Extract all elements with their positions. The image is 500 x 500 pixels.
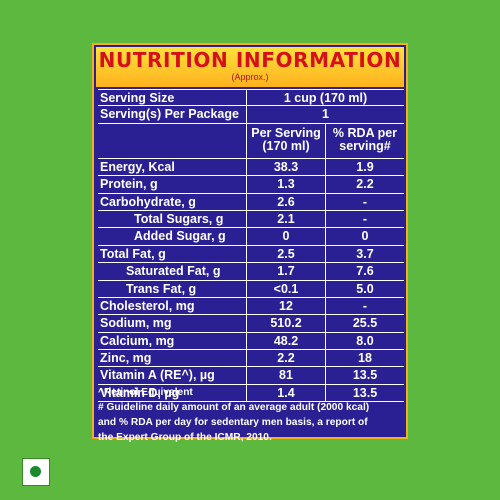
servings-per-package-row: Serving(s) Per Package 1 [98,106,404,124]
per-serving-value: 2.6 [246,193,326,210]
nutrient-name: Protein, g [100,177,158,192]
vegetarian-dot [30,466,41,477]
rda-value: 18 [358,351,372,366]
rda-value: 25.5 [352,316,378,331]
serving-size-label: Serving Size [100,91,175,105]
per-serving-header-line1: Per Serving [251,125,321,140]
table-row: Cholesterol, mg 12 - [98,297,404,316]
serving-size-row: Serving Size 1 cup (170 ml) [98,89,404,107]
per-serving-value: 0 [246,228,326,245]
table-row: Vitamin A (RE^), µg 81 13.5 [98,367,404,385]
rda-value: 2.2 [356,177,374,192]
table-row: Added Sugar, g 0 0 [98,228,404,246]
rda-value: 0 [361,229,369,244]
rda-column-header: % RDA per serving# [326,124,404,158]
nutrient-name: Trans Fat, g [126,281,197,296]
rda-value: 8.0 [356,333,374,348]
table-row: Energy, Kcal 38.3 1.9 [98,158,404,177]
servings-per-package-value: 1 [246,106,404,123]
per-serving-column-header: Per Serving (170 ml) [246,123,326,158]
table-row: Saturated Fat, g 1.7 7.6 [98,263,404,281]
nutrient-name: Vitamin A (RE^), µg [100,368,215,383]
serving-size-value: 1 cup (170 ml) [246,90,404,106]
per-serving-value: <0.1 [246,280,326,297]
rda-value: 13.5 [352,385,378,400]
per-serving-value: 81 [246,367,326,384]
nutrient-name: Total Sugars, g [134,211,224,226]
nutrition-panel: NUTRITION INFORMATION (Approx.) Serving … [92,43,408,443]
table-row: Total Sugars, g 2.1 - [98,210,404,229]
nutrition-title: NUTRITION INFORMATION [98,48,402,72]
rda-value: - [362,194,368,209]
table-row: Protein, g 1.3 2.2 [98,176,404,194]
servings-per-package-label: Serving(s) Per Package [100,107,239,122]
per-serving-value: 1.3 [246,176,326,193]
rda-value: 3.7 [356,246,374,261]
guideline-footnote-line2: and % RDA per day for sedentary men basi… [98,417,368,428]
table-row: Carbohydrate, g 2.6 - [98,193,404,211]
rda-value: 1.9 [356,159,374,174]
table-row: Trans Fat, g <0.1 5.0 [98,280,404,298]
nutrient-name: Energy, Kcal [100,159,175,174]
nutrient-name: Calcium, mg [100,333,175,348]
per-serving-value: 1.4 [246,384,326,402]
table-row: Calcium, mg 48.2 8.0 [98,332,404,351]
table-row: Zinc, mg 2.2 18 [98,350,404,368]
table-row: Sodium, mg 510.2 25.5 [98,315,404,333]
guideline-footnote-line3: the Expert Group of the ICMR, 2010. [98,432,272,443]
per-serving-value: 48.2 [246,332,326,350]
rda-value: 5.0 [356,281,374,296]
per-serving-value: 38.3 [246,158,326,176]
column-header-row: Per Serving (170 ml) % RDA per serving# [98,123,404,159]
retinol-footnote: ^Retinol Equivalent [98,387,193,398]
table-row: Vitamin D, µg 1.4 13.5 [98,384,404,403]
nutrient-name: Sodium, mg [100,316,172,331]
nutrition-header: NUTRITION INFORMATION (Approx.) [96,47,404,87]
per-serving-value: 2.2 [246,350,326,367]
per-serving-value: 2.1 [246,210,326,228]
guideline-footnote-line1: # Guideline daily amount of an average a… [98,402,370,413]
per-serving-value: 510.2 [246,315,326,332]
per-serving-value: 1.7 [246,263,326,280]
nutrient-name: Total Fat, g [100,246,166,261]
nutrient-name: Vitamin D, µg [100,385,180,400]
nutrient-name: Added Sugar, g [134,229,226,244]
footnotes: ^Retinol Equivalent # Guideline daily am… [98,385,404,445]
rda-value: - [362,298,368,313]
rda-header-line1: % RDA per [332,125,398,140]
per-serving-value: 2.5 [246,245,326,263]
table-row: Total Fat, g 2.5 3.7 [98,245,404,264]
nutrient-column-header [98,124,246,158]
nutrient-name: Cholesterol, mg [100,298,195,313]
nutrient-name: Saturated Fat, g [126,264,221,279]
nutrient-name: Zinc, mg [100,351,152,366]
rda-header-line2: serving# [339,138,391,153]
approx-note: (Approx.) [231,72,269,82]
rda-value: 13.5 [352,368,378,383]
nutrient-name: Carbohydrate, g [100,194,196,209]
vegetarian-mark-icon [22,458,50,486]
rda-value: 7.6 [356,264,374,279]
nutrition-table: Serving Size 1 cup (170 ml) Serving(s) P… [98,89,404,403]
rda-value: - [362,211,368,226]
per-serving-value: 12 [246,297,326,315]
per-serving-header-line2: (170 ml) [262,138,310,153]
